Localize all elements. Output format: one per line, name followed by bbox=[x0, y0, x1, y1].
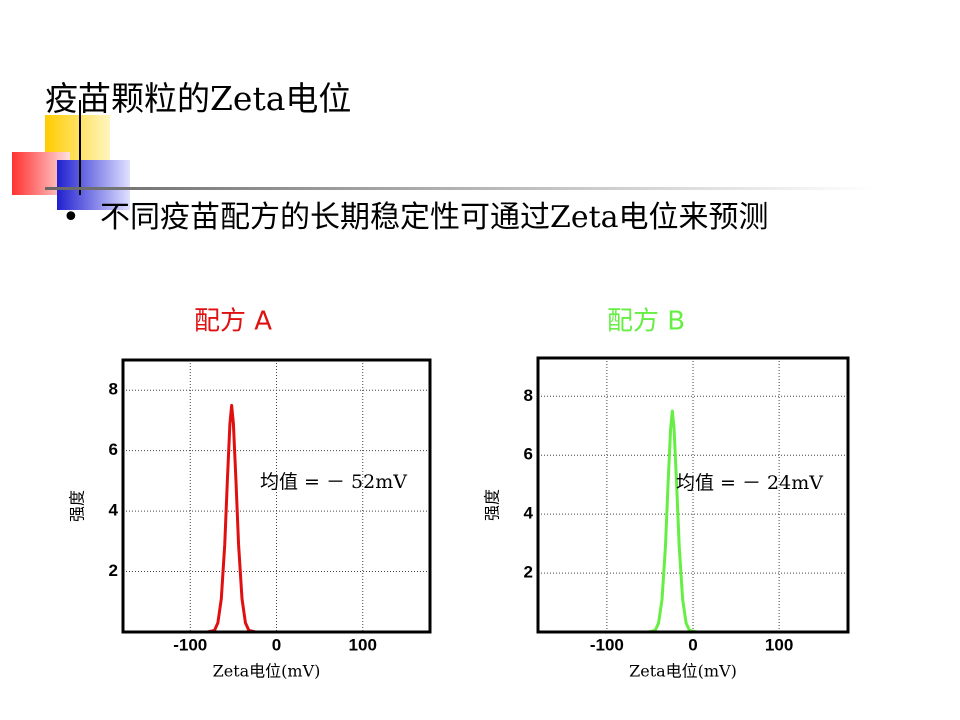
y-tick-label: 2 bbox=[109, 561, 118, 580]
data-line bbox=[576, 409, 836, 634]
y-tick-label: 8 bbox=[524, 386, 533, 405]
x-tick-label: -100 bbox=[173, 635, 207, 654]
chart-title: 配方 A bbox=[194, 307, 272, 337]
x-axis-label: Zeta电位(mV) bbox=[213, 662, 321, 681]
y-tick-label: 4 bbox=[524, 504, 534, 523]
x-tick-label: 0 bbox=[272, 635, 281, 654]
x-tick-label: -100 bbox=[590, 635, 624, 654]
x-tick-label: 0 bbox=[688, 635, 697, 654]
data-line bbox=[147, 403, 402, 634]
y-tick-label: 6 bbox=[524, 445, 533, 464]
slide-title: 疫苗颗粒的Zeta电位 bbox=[45, 79, 352, 118]
plot-frame bbox=[536, 356, 850, 634]
plot-frame bbox=[121, 358, 432, 634]
annotation: 均值 = － 52mV bbox=[260, 471, 407, 493]
deco-square bbox=[57, 160, 130, 210]
chart-title: 配方 B bbox=[607, 307, 685, 337]
y-axis-label: 强度 bbox=[68, 490, 87, 522]
bullet-text: 不同疫苗配方的长期稳定性可通过Zeta电位来预测 bbox=[100, 200, 769, 235]
y-tick-label: 4 bbox=[109, 501, 119, 520]
deco-line bbox=[45, 187, 875, 190]
y-tick-label: 6 bbox=[109, 440, 118, 459]
annotation: 均值 = － 24mV bbox=[676, 472, 823, 494]
x-tick-label: 100 bbox=[349, 635, 377, 654]
x-axis-label: Zeta电位(mV) bbox=[629, 662, 737, 681]
y-axis-label: 强度 bbox=[483, 489, 502, 521]
bullet-dot: • bbox=[62, 200, 80, 235]
y-tick-label: 8 bbox=[109, 380, 118, 399]
x-tick-label: 100 bbox=[765, 635, 793, 654]
y-tick-label: 2 bbox=[524, 563, 533, 582]
